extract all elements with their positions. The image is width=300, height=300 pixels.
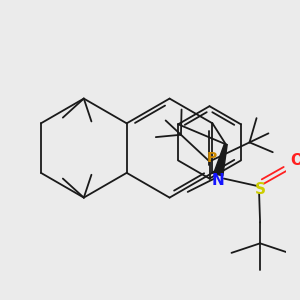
Text: N: N — [212, 173, 225, 188]
Text: S: S — [255, 182, 266, 196]
Text: P: P — [206, 151, 217, 165]
Polygon shape — [214, 144, 227, 176]
Text: O: O — [290, 153, 300, 168]
